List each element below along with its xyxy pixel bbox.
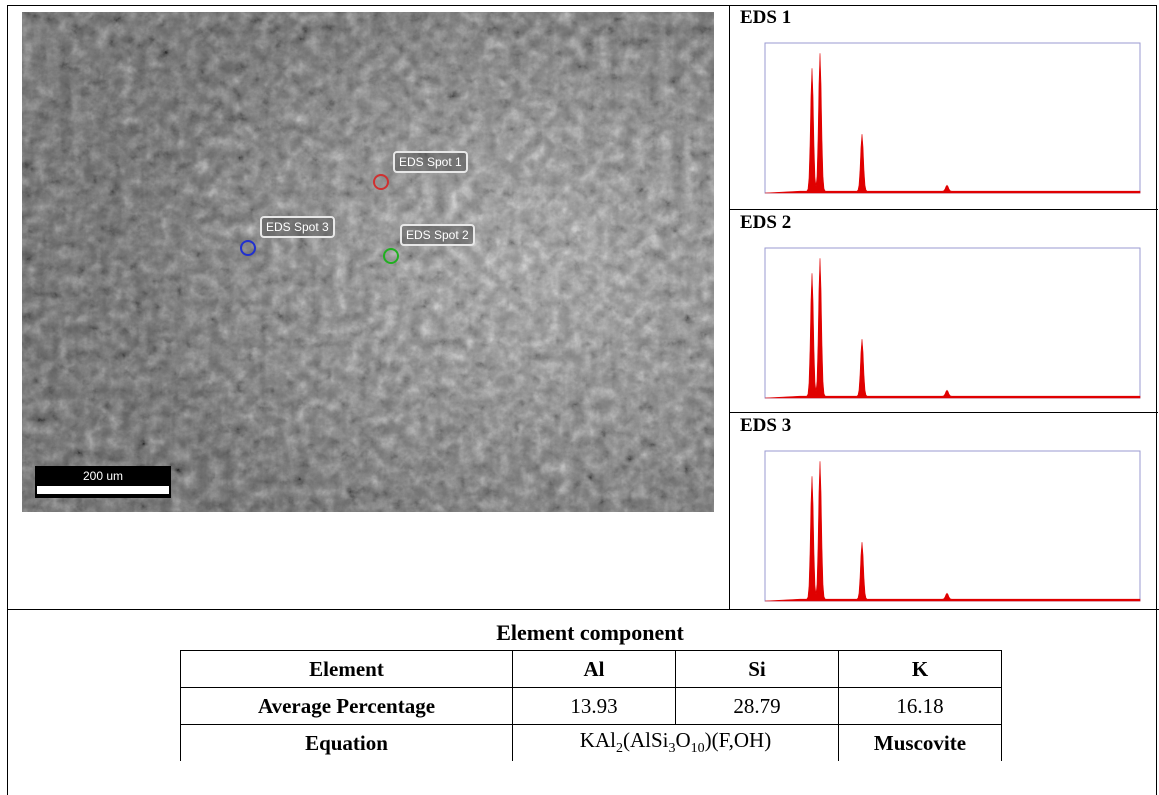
cell: Average Percentage [181,688,513,725]
spot-label: EDS Spot 2 [400,224,475,246]
spot-label: EDS Spot 3 [260,216,335,238]
cell: 13.93 [513,688,676,725]
cell: 28.79 [676,688,839,725]
formula-part: (AlSi [623,728,669,752]
formula-part: KAl [580,728,616,752]
formula-part: )(F,OH) [705,728,772,752]
spectrum-plot [738,31,1158,206]
cell: Al [513,651,676,688]
subscript: 2 [616,742,623,757]
spot-marker [373,174,389,190]
cell: K [839,651,1002,688]
row: Average Percentage 13.93 28.79 16.18 [181,688,1002,725]
cell: Element [181,651,513,688]
sem-texture [22,12,714,512]
scale-label: 200 um [35,469,171,483]
spectrum-trace [765,53,1140,193]
cell: Muscovite [839,725,1002,762]
spot-marker [240,240,256,256]
cell: Equation [181,725,513,762]
spectrum-title: EDS 2 [740,212,791,234]
spectrum-plot [738,236,1158,411]
spectrum-cell: EDS 1 [730,5,1158,210]
element-table: Element Al Si K Average Percentage 13.93… [180,650,1002,761]
formula: KAl2(AlSi3O10)(F,OH) [513,725,839,762]
page: EDS Spot 1 EDS Spot 2 EDS Spot 3 200 um … [0,0,1159,786]
scale-bar: 200 um [35,466,171,498]
row: Equation KAl2(AlSi3O10)(F,OH) Muscovite [181,725,1002,762]
spectrum-plot [738,439,1158,614]
spectrum-title: EDS 1 [740,7,791,29]
spectrum-cell: EDS 2 [730,210,1158,413]
table-caption: Element component [180,620,1000,646]
scale-line [37,486,169,494]
header-row: Element Al Si K [181,651,1002,688]
spectrum-trace [765,461,1140,601]
formula-part: O [675,728,690,752]
cell: Si [676,651,839,688]
cell: 16.18 [839,688,1002,725]
spot-marker [383,248,399,264]
subscript: 10 [691,742,705,757]
spectrum-title: EDS 3 [740,415,791,437]
spectrum-cell: EDS 3 [730,413,1158,610]
spectrum-trace [765,258,1140,398]
spot-label: EDS Spot 1 [393,151,468,173]
sem-image: EDS Spot 1 EDS Spot 2 EDS Spot 3 200 um [22,12,714,512]
